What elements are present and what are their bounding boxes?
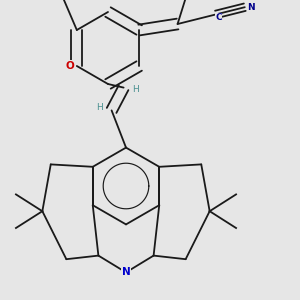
Text: N: N (122, 267, 130, 278)
Text: C: C (215, 14, 222, 22)
Text: H: H (96, 103, 103, 112)
Text: H: H (132, 85, 139, 94)
Text: O: O (65, 61, 74, 71)
Text: N: N (247, 3, 255, 12)
